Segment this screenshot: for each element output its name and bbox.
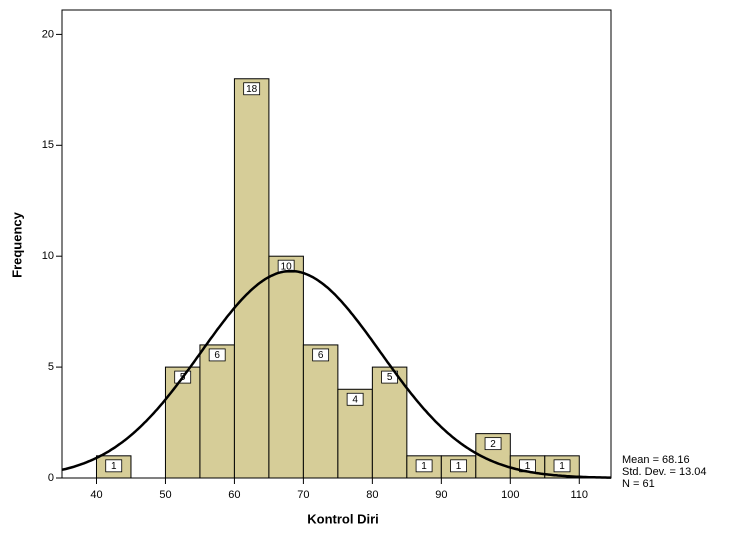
data-label-box — [553, 459, 571, 473]
bar — [371, 366, 408, 479]
data-label-box — [450, 459, 467, 473]
x-tick-label: 50 — [159, 489, 171, 501]
data-label: 4 — [352, 394, 358, 405]
data-label-box — [312, 348, 330, 362]
x-axis-title: Kontrol Diri — [307, 511, 379, 526]
data-label: 6 — [214, 350, 220, 361]
bar — [268, 255, 304, 479]
data-label-box — [208, 348, 226, 362]
x-tick-label: 40 — [90, 489, 102, 501]
y-tick-label: 15 — [42, 139, 54, 151]
data-label: 1 — [421, 461, 427, 472]
data-label: 1 — [525, 461, 531, 472]
y-tick-label: 5 — [48, 361, 54, 373]
x-tick-label: 60 — [228, 489, 240, 501]
data-label: 2 — [490, 439, 496, 450]
data-label: 18 — [246, 84, 258, 95]
data-label: 6 — [318, 350, 324, 361]
data-label-box — [105, 459, 123, 473]
data-label: 1 — [111, 461, 117, 472]
data-label-box — [346, 392, 364, 406]
data-label-box — [484, 437, 502, 451]
y-axis-title: Frequency — [9, 211, 24, 278]
bar — [164, 366, 201, 479]
normal-curve — [61, 269, 611, 479]
y-tick-label: 20 — [42, 28, 54, 40]
x-tick-label: 70 — [297, 489, 309, 501]
data-label: 5 — [387, 372, 393, 383]
y-tick-label: 10 — [42, 250, 54, 262]
data-label: 1 — [456, 461, 462, 472]
y-tick-label: 0 — [48, 472, 54, 484]
stat-mean: Mean = 68.16 — [622, 454, 690, 466]
stat-n: N = 61 — [622, 478, 655, 490]
stat-sd: Std. Dev. = 13.04 — [622, 466, 707, 478]
x-tick-label: 100 — [501, 489, 519, 501]
data-label-box — [243, 82, 261, 96]
bar — [302, 344, 339, 479]
data-label: 1 — [559, 461, 565, 472]
data-label-box — [415, 459, 433, 473]
x-tick-label: 80 — [366, 489, 378, 501]
data-label: 10 — [281, 261, 293, 272]
x-tick-label: 90 — [435, 489, 447, 501]
bar — [199, 344, 235, 479]
bar — [233, 78, 270, 479]
x-tick-label: 110 — [571, 489, 589, 501]
